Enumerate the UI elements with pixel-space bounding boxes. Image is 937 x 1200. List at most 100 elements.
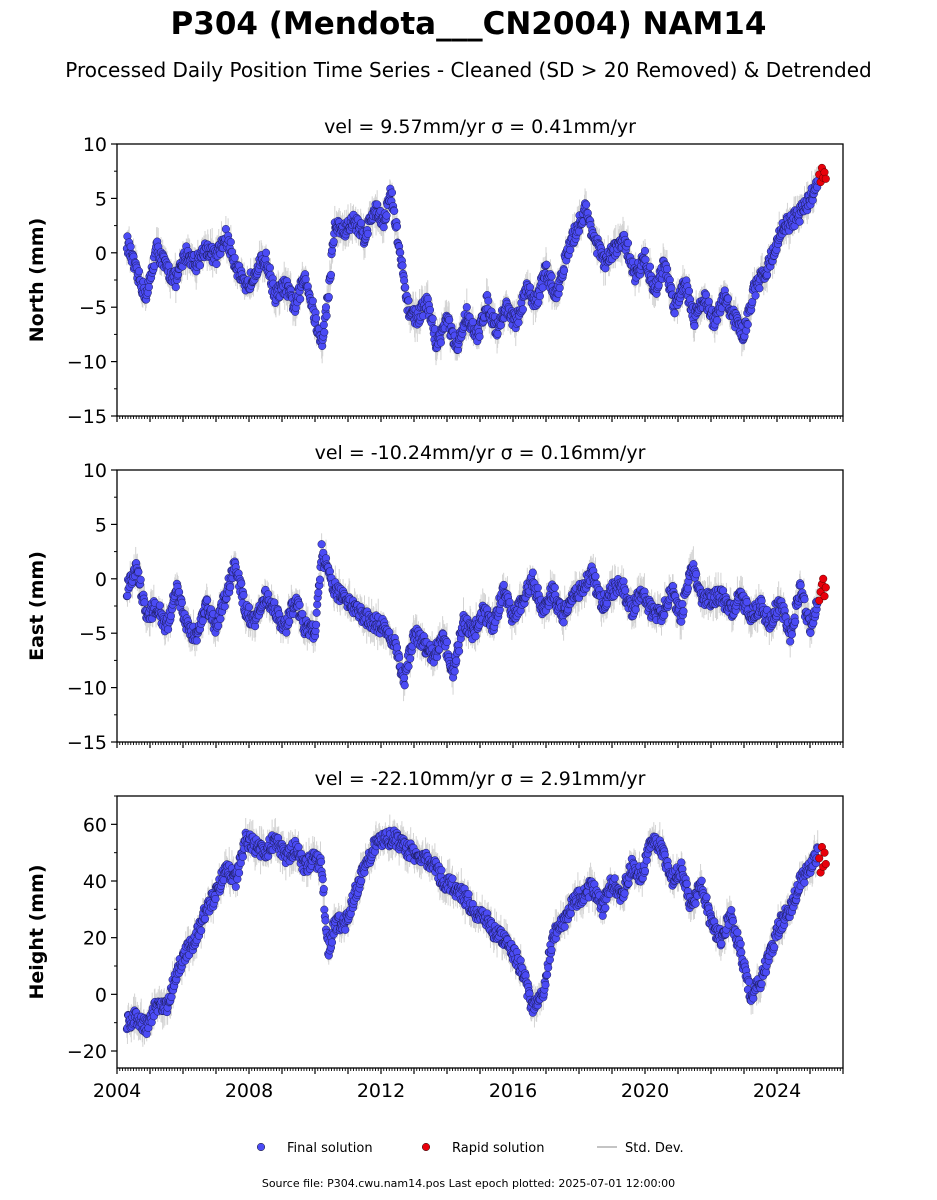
data-point: [261, 248, 271, 257]
data-point: [134, 267, 144, 276]
data-point: [314, 588, 323, 597]
data-point: [319, 320, 328, 329]
data-point: [392, 222, 402, 231]
data-point: [212, 259, 221, 269]
data-point: [566, 245, 575, 254]
data-point: [320, 328, 329, 337]
final-points-east: [122, 540, 822, 690]
data-point: [296, 294, 305, 304]
data-point: [134, 567, 143, 577]
data-point: [379, 223, 388, 232]
data-point: [326, 270, 336, 279]
data-point: [560, 266, 569, 275]
data-point: [445, 315, 454, 324]
data-point: [298, 609, 307, 618]
data-point: [505, 598, 514, 607]
data-point: [301, 275, 310, 284]
y-tick-label: −10: [67, 352, 107, 374]
data-point: [230, 253, 239, 262]
data-point: [690, 321, 699, 330]
y-tick-label: −5: [79, 297, 107, 319]
data-point: [312, 314, 321, 323]
data-point: [237, 579, 246, 588]
data-point: [313, 600, 322, 609]
data-point: [404, 296, 413, 305]
data-point: [723, 294, 733, 303]
data-point: [645, 262, 655, 271]
data-point: [713, 316, 722, 325]
data-point: [462, 303, 471, 312]
data-point: [514, 318, 523, 327]
data-point: [406, 654, 415, 663]
data-point: [547, 272, 556, 281]
data-point: [216, 614, 225, 623]
data-point: [662, 264, 672, 273]
data-point: [518, 305, 527, 314]
data-point: [748, 297, 757, 306]
data-point: [226, 238, 235, 247]
data-point: [155, 601, 164, 610]
data-point: [684, 287, 694, 296]
data-point: [126, 242, 135, 251]
data-point: [166, 612, 175, 621]
data-point: [404, 662, 413, 671]
rapid-point: [821, 174, 830, 183]
data-point: [329, 237, 338, 246]
final-points-north: [122, 176, 822, 355]
data-point: [471, 632, 480, 641]
data-point: [450, 667, 459, 676]
data-point: [164, 625, 173, 634]
y-axis-label-north: North (mm): [26, 218, 48, 343]
y-tick-label: 5: [95, 188, 107, 210]
data-point: [499, 580, 508, 589]
data-point: [195, 261, 205, 270]
data-point: [400, 276, 409, 285]
data-point: [428, 314, 437, 323]
y-ticks-north: −15 −10 −5 0 5 10: [67, 134, 117, 428]
data-point: [396, 248, 405, 257]
data-point: [315, 575, 325, 584]
data-point: [468, 317, 477, 327]
data-point: [621, 586, 630, 595]
data-point: [392, 643, 402, 652]
data-point: [144, 282, 153, 292]
data-point: [654, 281, 663, 290]
data-point: [400, 673, 409, 682]
data-point: [382, 211, 391, 220]
data-point: [795, 217, 804, 226]
rapid-point: [820, 168, 829, 177]
data-point: [401, 283, 410, 292]
data-point: [641, 255, 650, 264]
data-point: [640, 246, 650, 255]
data-point: [743, 320, 752, 329]
data-point: [357, 219, 366, 228]
data-point: [308, 296, 317, 306]
axes-frame-north: [116, 143, 844, 417]
data-point: [591, 572, 600, 581]
data-point: [226, 583, 235, 592]
data-point: [670, 309, 679, 318]
y-tick-label: 0: [95, 243, 107, 265]
data-point: [425, 305, 435, 314]
data-point: [387, 188, 397, 197]
data-point: [390, 206, 399, 215]
data-point: [395, 653, 404, 662]
data-point: [484, 296, 493, 305]
data-point: [324, 292, 333, 302]
data-point: [475, 332, 484, 341]
data-point: [312, 608, 321, 617]
data-point: [398, 261, 407, 270]
data-point: [751, 291, 760, 300]
data-point: [452, 656, 461, 665]
data-point: [136, 575, 145, 584]
data-point: [555, 283, 564, 292]
data-point: [623, 239, 633, 248]
data-point: [400, 681, 409, 690]
data-point: [214, 621, 223, 630]
data-point: [574, 227, 584, 236]
plot-area-north: [122, 163, 830, 366]
panel-east: vel = -10.24mm/yr σ = 0.16mm/yr East (mm)…: [26, 442, 844, 754]
data-point: [559, 618, 568, 627]
data-point: [701, 290, 711, 299]
